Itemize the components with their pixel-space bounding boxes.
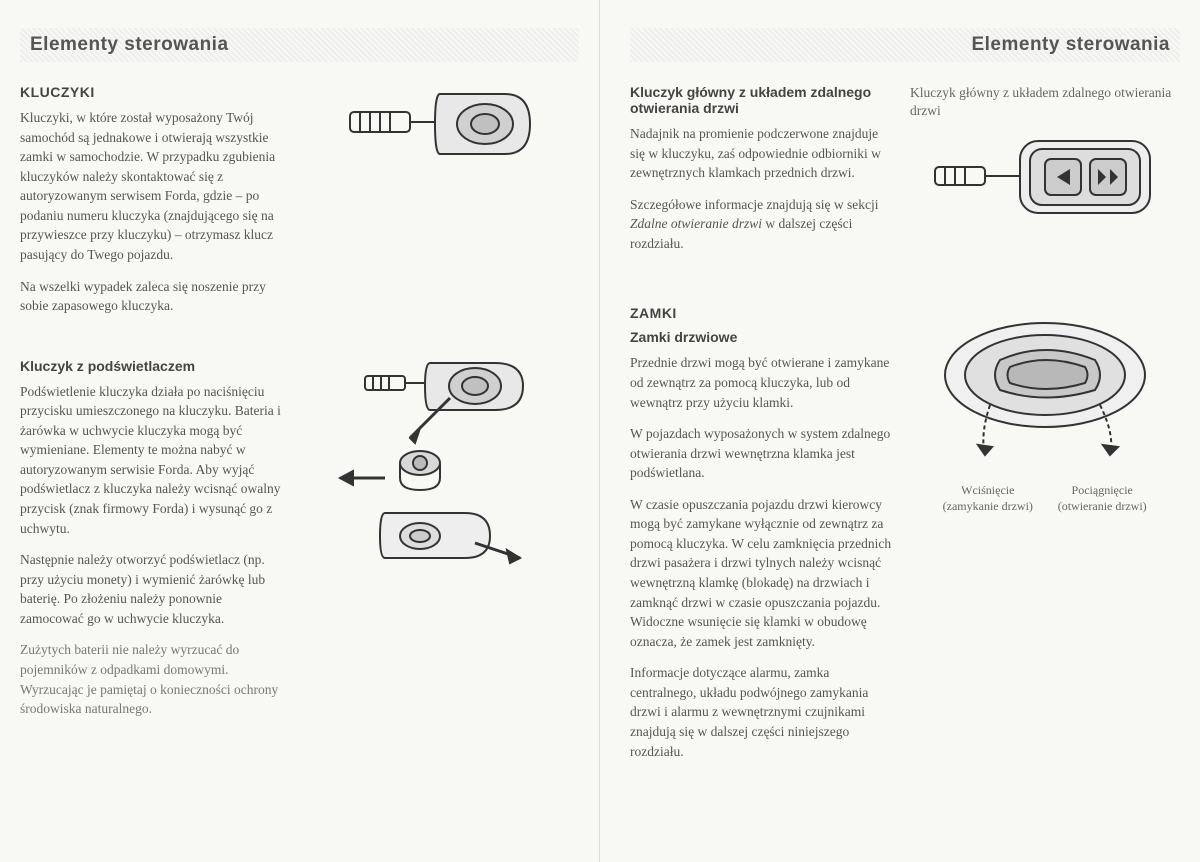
heading-remote-key: Kluczyk główny z układem zdalnego otwier… <box>630 84 895 116</box>
body-text: Szczegółowe informacje znajdują się w se… <box>630 195 895 254</box>
body-text: Podświetlenie kluczyka działa po naciśni… <box>20 382 285 539</box>
body-text: Kluczyki, w które został wyposażony Twój… <box>20 108 285 265</box>
illustration-key <box>300 84 579 328</box>
heading-zamki-drzwiowe: Zamki drzwiowe <box>630 329 895 345</box>
label-push: Wciśnięcie (zamykanie drzwi) <box>935 483 1041 514</box>
body-text: Na wszelki wypadek zaleca się noszenie p… <box>20 277 285 316</box>
heading-podswietlacz: Kluczyk z podświetlaczem <box>20 358 285 374</box>
section-remote-key: Kluczyk główny z układem zdalnego otwier… <box>630 84 1180 265</box>
page-header-right: Elementy sterowania <box>630 28 1180 62</box>
illustration-key-disassembly <box>300 358 579 719</box>
key-disassembly-icon <box>325 358 555 598</box>
page-header-left: Elementy sterowania <box>20 28 579 62</box>
text-column: Kluczyk z podświetlaczem Podświetlenie k… <box>20 358 300 719</box>
right-page: Elementy sterowania Kluczyk główny z ukł… <box>600 0 1200 862</box>
section-keys: KLUCZYKI Kluczyki, w które został wyposa… <box>20 84 579 328</box>
left-page: Elementy sterowania KLUCZYKI Kluczyki, w… <box>0 0 600 862</box>
heading-kluczyki: KLUCZYKI <box>20 84 285 100</box>
door-handle-icon <box>930 305 1160 475</box>
section-locks: ZAMKI Zamki drzwiowe Przednie drzwi mogą… <box>630 305 1180 773</box>
remote-key-icon <box>930 129 1160 229</box>
section-key-light: Kluczyk z podświetlaczem Podświetlenie k… <box>20 358 579 719</box>
body-text: W czasie opuszczania pojazdu drzwi kiero… <box>630 495 895 652</box>
illustration-remote-key: Kluczyk główny z układem zdalnego otwier… <box>910 84 1180 265</box>
battery-note: Zużytych baterii nie należy wyrzucać do … <box>20 640 285 718</box>
door-handle-labels: Wciśnięcie (zamykanie drzwi) Pociągnięci… <box>935 483 1155 514</box>
body-text: Nadajnik na promienie podczerwone znajdu… <box>630 124 895 183</box>
remote-key-caption: Kluczyk główny z układem zdalnego otwier… <box>910 84 1180 119</box>
key-icon <box>340 84 540 164</box>
body-text: Informacje dotyczące alarmu, zamka centr… <box>630 663 895 761</box>
body-text: Przednie drzwi mogą być otwierane i zamy… <box>630 353 895 412</box>
body-text: W pojazdach wyposażonych w system zdalne… <box>630 424 895 483</box>
body-text: Następnie należy otworzyć podświetlacz (… <box>20 550 285 628</box>
text-column: ZAMKI Zamki drzwiowe Przednie drzwi mogą… <box>630 305 910 773</box>
text-column: KLUCZYKI Kluczyki, w które został wyposa… <box>20 84 300 328</box>
label-pull: Pociągnięcie (otwieranie drzwi) <box>1049 483 1155 514</box>
heading-zamki: ZAMKI <box>630 305 895 321</box>
illustration-door-handle: Wciśnięcie (zamykanie drzwi) Pociągnięci… <box>910 305 1180 773</box>
text-column: Kluczyk główny z układem zdalnego otwier… <box>630 84 910 265</box>
